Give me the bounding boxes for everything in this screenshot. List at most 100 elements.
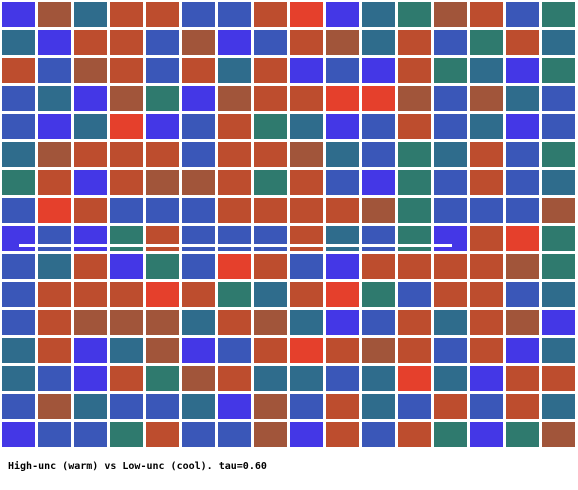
tile[interactable] [181, 141, 215, 167]
tile[interactable] [181, 197, 215, 223]
tile[interactable] [181, 253, 215, 279]
tile[interactable] [37, 197, 71, 223]
tile[interactable] [1, 113, 35, 139]
tile[interactable] [73, 309, 107, 335]
tile[interactable] [433, 1, 467, 27]
tile[interactable] [1, 281, 35, 307]
tile[interactable] [469, 365, 503, 391]
tile[interactable] [145, 225, 179, 251]
tile[interactable] [1, 29, 35, 55]
tile[interactable] [181, 281, 215, 307]
tile[interactable] [505, 309, 539, 335]
tile[interactable] [289, 421, 323, 447]
tile[interactable] [37, 253, 71, 279]
tile[interactable] [397, 225, 431, 251]
tile[interactable] [469, 113, 503, 139]
tile[interactable] [217, 113, 251, 139]
tile[interactable] [325, 365, 359, 391]
tile[interactable] [253, 85, 287, 111]
tile[interactable] [325, 309, 359, 335]
tile[interactable] [109, 365, 143, 391]
tile[interactable] [361, 113, 395, 139]
tile[interactable] [181, 337, 215, 363]
tile[interactable] [1, 421, 35, 447]
tile[interactable] [325, 1, 359, 27]
tile[interactable] [217, 85, 251, 111]
tile[interactable] [109, 309, 143, 335]
tile[interactable] [541, 337, 575, 363]
tile[interactable] [181, 1, 215, 27]
tile[interactable] [541, 281, 575, 307]
tile[interactable] [361, 225, 395, 251]
tile[interactable] [397, 281, 431, 307]
tile[interactable] [145, 309, 179, 335]
tile[interactable] [397, 29, 431, 55]
tile[interactable] [217, 225, 251, 251]
tile[interactable] [289, 365, 323, 391]
tile[interactable] [1, 197, 35, 223]
tile[interactable] [253, 1, 287, 27]
tile[interactable] [433, 29, 467, 55]
tile[interactable] [433, 309, 467, 335]
tile[interactable] [433, 85, 467, 111]
tile[interactable] [217, 141, 251, 167]
tile[interactable] [253, 365, 287, 391]
tile[interactable] [217, 1, 251, 27]
tile[interactable] [217, 253, 251, 279]
tile[interactable] [433, 141, 467, 167]
tile[interactable] [505, 141, 539, 167]
tile[interactable] [397, 253, 431, 279]
tile[interactable] [145, 253, 179, 279]
tile[interactable] [505, 225, 539, 251]
tile[interactable] [433, 281, 467, 307]
tile[interactable] [37, 1, 71, 27]
tile[interactable] [325, 421, 359, 447]
tile[interactable] [541, 421, 575, 447]
tile[interactable] [217, 365, 251, 391]
tile[interactable] [253, 393, 287, 419]
tile[interactable] [541, 57, 575, 83]
tile[interactable] [73, 421, 107, 447]
tile[interactable] [541, 309, 575, 335]
tile[interactable] [289, 169, 323, 195]
tile[interactable] [253, 225, 287, 251]
tile[interactable] [109, 85, 143, 111]
tile[interactable] [397, 85, 431, 111]
tile[interactable] [433, 337, 467, 363]
tile[interactable] [181, 309, 215, 335]
tile[interactable] [361, 281, 395, 307]
tile[interactable] [217, 281, 251, 307]
tile[interactable] [361, 57, 395, 83]
tile[interactable] [361, 169, 395, 195]
tile[interactable] [325, 85, 359, 111]
tile[interactable] [433, 365, 467, 391]
tile[interactable] [109, 197, 143, 223]
tile[interactable] [325, 393, 359, 419]
tile[interactable] [505, 1, 539, 27]
tile[interactable] [325, 337, 359, 363]
tile[interactable] [217, 197, 251, 223]
tile[interactable] [145, 1, 179, 27]
tile[interactable] [253, 113, 287, 139]
tile[interactable] [145, 113, 179, 139]
tile[interactable] [217, 421, 251, 447]
tile[interactable] [37, 85, 71, 111]
tile[interactable] [541, 393, 575, 419]
tile[interactable] [289, 57, 323, 83]
tile[interactable] [541, 253, 575, 279]
tile[interactable] [109, 29, 143, 55]
tile[interactable] [325, 225, 359, 251]
tile[interactable] [469, 29, 503, 55]
tile[interactable] [73, 1, 107, 27]
tile[interactable] [73, 253, 107, 279]
tile[interactable] [541, 1, 575, 27]
tile[interactable] [469, 169, 503, 195]
tile[interactable] [37, 337, 71, 363]
tile[interactable] [433, 113, 467, 139]
tile[interactable] [145, 85, 179, 111]
tile[interactable] [325, 253, 359, 279]
tile[interactable] [541, 113, 575, 139]
tile[interactable] [145, 421, 179, 447]
tile[interactable] [541, 141, 575, 167]
tile[interactable] [325, 113, 359, 139]
